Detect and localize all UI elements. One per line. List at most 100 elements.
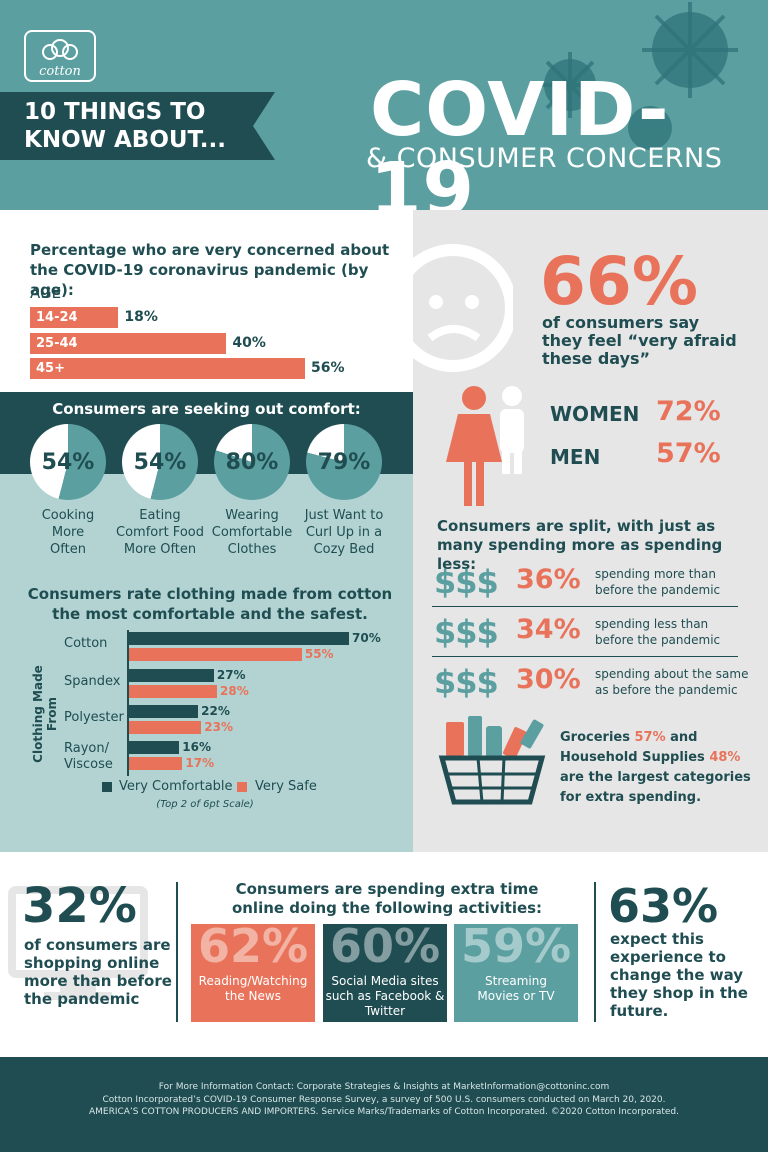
activity-social-value: 60% — [329, 924, 441, 973]
pie-label-clothes: Wearing Comfortable Clothes — [202, 507, 302, 558]
cotton-boll-icon — [42, 39, 78, 60]
afraid-line: they feel “very afraid — [542, 331, 737, 350]
pie-label-line: Cooking — [41, 508, 95, 523]
pie-value-cooking: 54% — [41, 450, 95, 475]
chart-ylabel: Clothing Made From — [31, 665, 59, 763]
pie-comfort-food — [122, 424, 198, 500]
expect-line: they shop in the — [610, 984, 748, 1002]
spending-title: Consumers are split, with just as many s… — [437, 517, 723, 573]
shop-line: shopping online — [24, 954, 160, 972]
age-value-25-44: 40% — [232, 335, 266, 351]
household-label: Household Supplies — [560, 750, 705, 765]
comfort-title: Consumers are seeking out comfort: — [52, 400, 361, 418]
activity-line: Movies or TV — [477, 989, 555, 1003]
spend-less-value: 34% — [516, 614, 581, 645]
legend-safe: Very Safe — [255, 779, 317, 794]
afraid-text: of consumers say they feel “very afraid … — [542, 314, 742, 368]
groceries-text: Groceries 57% and Household Supplies 48%… — [560, 728, 760, 808]
spend-line: before the pandemic — [595, 583, 721, 597]
activity-line: Reading/Watching — [198, 974, 308, 988]
dollar-icon: $$$ — [434, 663, 499, 701]
spend-line: as before the pandemic — [595, 683, 738, 697]
banner-line-2: KNOW ABOUT... — [24, 127, 226, 153]
footer-survey: Cotton Incorporated’s COVID-19 Consumer … — [102, 1095, 666, 1105]
woman-man-icon — [446, 386, 524, 506]
pie-label-line: Curl Up in a — [305, 525, 383, 540]
category-rayon: Rayon/ Viscose — [64, 741, 113, 772]
expect-line: expect this — [610, 930, 704, 948]
pie-label-line: Often — [50, 542, 86, 557]
bar-comfortable-polyester — [129, 705, 199, 718]
footer-trademark: AMERICA’S COTTON PRODUCERS AND IMPORTERS… — [88, 1107, 680, 1117]
afraid-line: of consumers say — [542, 313, 700, 332]
label-comfortable-spandex: 27% — [216, 668, 246, 682]
expect-text: expect this experience to change the way… — [610, 930, 760, 1020]
concern-title: Percentage who are very concerned about … — [30, 241, 390, 299]
dollar-icon: $$$ — [434, 613, 499, 651]
expect-value: 63% — [608, 879, 719, 933]
divider — [432, 606, 738, 607]
age-value-14-24: 18% — [124, 309, 158, 325]
spend-less-label: spending less than before the pandemic — [595, 616, 755, 648]
activity-news-label: Reading/Watching the News — [191, 974, 315, 1004]
activity-line: Social Media sites — [331, 974, 439, 988]
divider — [594, 882, 596, 1022]
banner-line-1: 10 THINGS TO — [24, 99, 206, 125]
men-value: 57% — [656, 438, 721, 469]
scale-note: (Top 2 of 6pt Scale) — [156, 799, 254, 810]
logo-text: cotton — [39, 64, 81, 79]
pie-label-cooking: Cooking More Often — [18, 507, 118, 558]
age-label: AGE — [30, 284, 62, 302]
category-spandex: Spandex — [64, 674, 121, 689]
groc-line-2: Household Supplies 48% — [560, 748, 760, 768]
spend-line: before the pandemic — [595, 633, 721, 647]
activity-news-value: 62% — [197, 924, 309, 973]
activity-streaming: 59% Streaming Movies or TV — [454, 924, 578, 1022]
men-label: MEN — [550, 445, 601, 469]
pie-value-comfort-food: 54% — [133, 450, 187, 475]
online-title: Consumers are spending extra time online… — [192, 880, 582, 918]
category-cotton: Cotton — [64, 636, 108, 651]
groc-line-3: are the largest categories — [560, 770, 751, 785]
legend-swatch-safe — [237, 782, 247, 792]
chart-axis — [127, 630, 129, 776]
shop-line: the pandemic — [24, 990, 140, 1008]
spend-same-value: 30% — [516, 664, 581, 695]
bar-safe-polyester — [129, 721, 202, 734]
pie-label-line: Cozy Bed — [313, 542, 375, 557]
online-shopping-value: 32% — [22, 878, 137, 934]
groc-line-1: Groceries 57% and — [560, 728, 760, 748]
bar-safe-rayon — [129, 757, 183, 770]
spend-same-label: spending about the same as before the pa… — [595, 666, 755, 698]
groceries-value: 57% — [634, 730, 666, 745]
pie-clothes — [214, 424, 290, 500]
category-polyester: Polyester — [64, 710, 124, 725]
activity-streaming-label: Streaming Movies or TV — [454, 974, 578, 1004]
pie-label-line: Just Want to — [304, 508, 384, 523]
spend-line: spending about the same — [595, 667, 749, 681]
legend-swatch-comfortable — [102, 782, 112, 792]
age-value-45-plus: 56% — [311, 360, 345, 376]
legend-comfortable: Very Comfortable — [119, 779, 233, 794]
label-comfortable-polyester: 22% — [201, 704, 230, 718]
pie-value-clothes: 80% — [225, 450, 279, 475]
pie-label-line: More Often — [123, 542, 197, 557]
label-comfortable-rayon: 16% — [182, 740, 212, 754]
online-shopping-text: of consumers are shopping online more th… — [24, 936, 174, 1008]
household-value: 48% — [709, 750, 741, 765]
bar-comfortable-rayon — [129, 741, 180, 754]
comfort-section — [0, 474, 413, 852]
groc-line-4: for extra spending. — [560, 790, 702, 805]
pie-label-comfort-food: Eating Comfort Food More Often — [110, 507, 210, 558]
bar-comfortable-spandex — [129, 669, 214, 682]
pie-label-line: Eating — [139, 508, 181, 523]
footer — [0, 1057, 768, 1152]
divider — [432, 656, 738, 657]
grocery-basket-icon — [438, 716, 546, 805]
women-label: WOMEN — [550, 402, 640, 426]
pie-cooking — [30, 424, 106, 500]
activity-line: the News — [225, 989, 281, 1003]
divider — [176, 882, 178, 1022]
chart-title: Consumers rate clothing made from cotton… — [27, 585, 393, 623]
label-safe-spandex: 28% — [220, 684, 249, 698]
